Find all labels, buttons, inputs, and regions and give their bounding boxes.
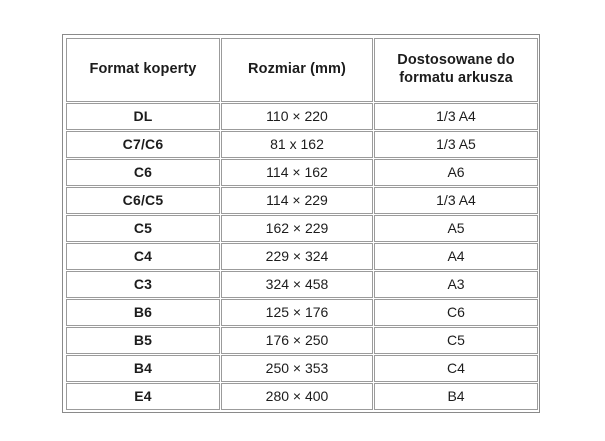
cell-format: C6 <box>66 159 220 186</box>
cell-sheet: A4 <box>374 243 538 270</box>
cell-format: B6 <box>66 299 220 326</box>
cell-format: C4 <box>66 243 220 270</box>
cell-size: 110 × 220 <box>221 103 373 130</box>
table-row: E4 280 × 400 B4 <box>66 383 538 410</box>
cell-size: 125 × 176 <box>221 299 373 326</box>
cell-format: DL <box>66 103 220 130</box>
cell-sheet: 1/3 A4 <box>374 103 538 130</box>
column-header-sheet-line2: formatu arkusza <box>399 70 513 86</box>
cell-size: 250 × 353 <box>221 355 373 382</box>
cell-sheet: C4 <box>374 355 538 382</box>
cell-size: 81 x 162 <box>221 131 373 158</box>
column-header-format: Format koperty <box>66 38 220 102</box>
table-row: C5 162 × 229 A5 <box>66 215 538 242</box>
cell-sheet: 1/3 A4 <box>374 187 538 214</box>
cell-format: C6/C5 <box>66 187 220 214</box>
cell-sheet: A3 <box>374 271 538 298</box>
column-header-size: Rozmiar (mm) <box>221 38 373 102</box>
table-body: DL 110 × 220 1/3 A4 C7/C6 81 x 162 1/3 A5 C6 11… <box>66 103 538 410</box>
cell-sheet: A5 <box>374 215 538 242</box>
cell-size: 324 × 458 <box>221 271 373 298</box>
cell-format: B5 <box>66 327 220 354</box>
cell-sheet: B4 <box>374 383 538 410</box>
cell-sheet: C5 <box>374 327 538 354</box>
table-row: B6 125 × 176 C6 <box>66 299 538 326</box>
table-header-row: Format koperty Rozmiar (mm) Dostosowane … <box>66 38 538 102</box>
table-row: B4 250 × 353 C4 <box>66 355 538 382</box>
table-row: B5 176 × 250 C5 <box>66 327 538 354</box>
cell-size: 280 × 400 <box>221 383 373 410</box>
table-header: Format koperty Rozmiar (mm) Dostosowane … <box>66 38 538 102</box>
cell-format: B4 <box>66 355 220 382</box>
cell-sheet: 1/3 A5 <box>374 131 538 158</box>
table-row: DL 110 × 220 1/3 A4 <box>66 103 538 130</box>
table-row: C3 324 × 458 A3 <box>66 271 538 298</box>
cell-format: E4 <box>66 383 220 410</box>
cell-size: 176 × 250 <box>221 327 373 354</box>
cell-format: C5 <box>66 215 220 242</box>
table-row: C6 114 × 162 A6 <box>66 159 538 186</box>
cell-format: C3 <box>66 271 220 298</box>
table-row: C7/C6 81 x 162 1/3 A5 <box>66 131 538 158</box>
envelope-format-table: Format koperty Rozmiar (mm) Dostosowane … <box>65 37 539 411</box>
cell-size: 114 × 229 <box>221 187 373 214</box>
column-header-sheet: Dostosowane do formatu arkusza <box>374 38 538 102</box>
table-row: C4 229 × 324 A4 <box>66 243 538 270</box>
cell-format: C7/C6 <box>66 131 220 158</box>
cell-sheet: C6 <box>374 299 538 326</box>
cell-size: 229 × 324 <box>221 243 373 270</box>
table-row: C6/C5 114 × 229 1/3 A4 <box>66 187 538 214</box>
cell-sheet: A6 <box>374 159 538 186</box>
cell-size: 162 × 229 <box>221 215 373 242</box>
cell-size: 114 × 162 <box>221 159 373 186</box>
column-header-sheet-line1: Dostosowane do <box>397 52 515 69</box>
